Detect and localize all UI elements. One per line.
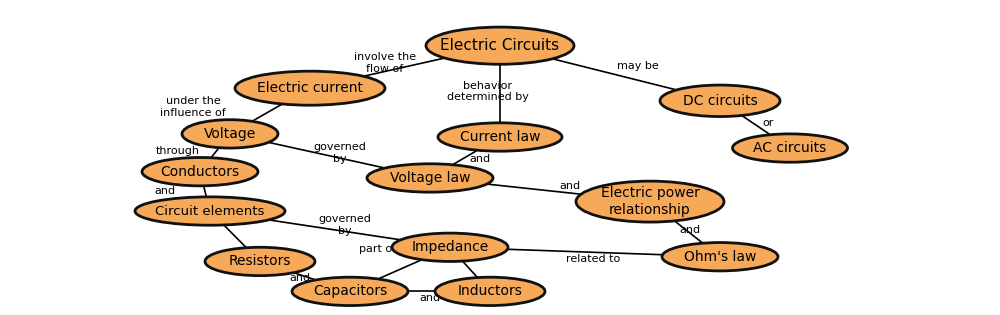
Ellipse shape bbox=[367, 164, 493, 192]
Text: Electric Circuits: Electric Circuits bbox=[440, 38, 560, 53]
Text: Ohm's law: Ohm's law bbox=[684, 250, 756, 264]
Text: Voltage law: Voltage law bbox=[390, 171, 470, 185]
Text: Capacitors: Capacitors bbox=[313, 284, 387, 298]
Ellipse shape bbox=[426, 27, 574, 64]
Text: and: and bbox=[559, 181, 581, 191]
Text: Circuit elements: Circuit elements bbox=[155, 204, 265, 218]
Text: related to: related to bbox=[566, 254, 620, 264]
Text: Electric power
relationship: Electric power relationship bbox=[601, 186, 699, 217]
Ellipse shape bbox=[435, 277, 545, 306]
Ellipse shape bbox=[662, 243, 778, 271]
Text: and: and bbox=[419, 293, 441, 303]
Text: Inductors: Inductors bbox=[458, 284, 522, 298]
Text: governed
by: governed by bbox=[319, 215, 371, 236]
Ellipse shape bbox=[235, 71, 385, 105]
Ellipse shape bbox=[732, 134, 848, 162]
Text: and: and bbox=[289, 273, 311, 283]
Text: may be: may be bbox=[617, 61, 659, 71]
Text: and: and bbox=[469, 154, 491, 164]
Ellipse shape bbox=[142, 158, 258, 186]
Text: under the
influence of: under the influence of bbox=[160, 96, 226, 118]
Text: Resistors: Resistors bbox=[229, 255, 291, 268]
Text: Current law: Current law bbox=[460, 130, 540, 144]
Text: and: and bbox=[154, 186, 176, 196]
Text: DC circuits: DC circuits bbox=[683, 94, 757, 108]
Text: through: through bbox=[156, 146, 200, 156]
Ellipse shape bbox=[660, 85, 780, 117]
Text: governed
by: governed by bbox=[314, 142, 366, 163]
Text: Impedance: Impedance bbox=[411, 240, 489, 254]
Ellipse shape bbox=[392, 233, 508, 261]
Ellipse shape bbox=[576, 181, 724, 222]
Text: or: or bbox=[762, 118, 774, 128]
Text: and: and bbox=[679, 225, 701, 235]
Text: part of: part of bbox=[359, 244, 397, 254]
Text: behavior
determined by: behavior determined by bbox=[447, 81, 529, 102]
Text: Conductors: Conductors bbox=[160, 165, 240, 179]
Text: AC circuits: AC circuits bbox=[753, 141, 827, 155]
Text: Electric current: Electric current bbox=[257, 81, 363, 95]
Ellipse shape bbox=[292, 277, 408, 306]
Ellipse shape bbox=[205, 247, 315, 276]
Text: involve the
flow of: involve the flow of bbox=[354, 52, 416, 74]
Ellipse shape bbox=[135, 197, 285, 225]
Text: Voltage: Voltage bbox=[204, 127, 256, 141]
Ellipse shape bbox=[438, 123, 562, 151]
Ellipse shape bbox=[182, 120, 278, 148]
